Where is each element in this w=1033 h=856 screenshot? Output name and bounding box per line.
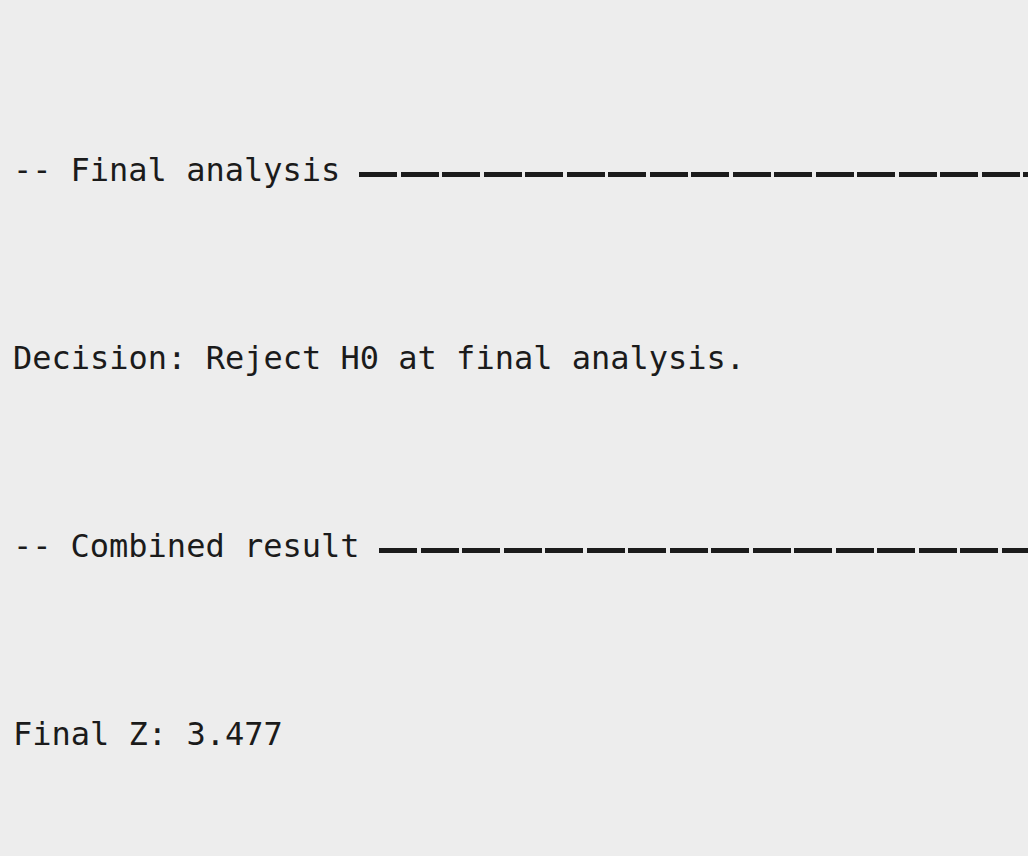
header-dash-prefix: -- [13,523,52,570]
header-dash-prefix: -- [13,147,52,194]
console-output: -- Final analysis Decision: Reject H0 at… [0,0,1028,856]
output-text: Final Z: 3.477 [13,711,283,758]
header-rule-dashes [379,548,1028,553]
output-line: Final Z: 3.477 [13,711,1028,758]
section-header-line: -- Final analysis [13,147,1028,194]
page-margin-strip [1028,0,1033,856]
output-line: Decision: Reject H0 at final analysis. [13,335,1028,382]
section-header-line: -- Combined result [13,523,1028,570]
header-rule-dashes [359,172,1028,177]
section-title: Final analysis [71,147,341,194]
output-text: Decision: Reject H0 at final analysis. [13,335,745,382]
section-title: Combined result [71,523,360,570]
